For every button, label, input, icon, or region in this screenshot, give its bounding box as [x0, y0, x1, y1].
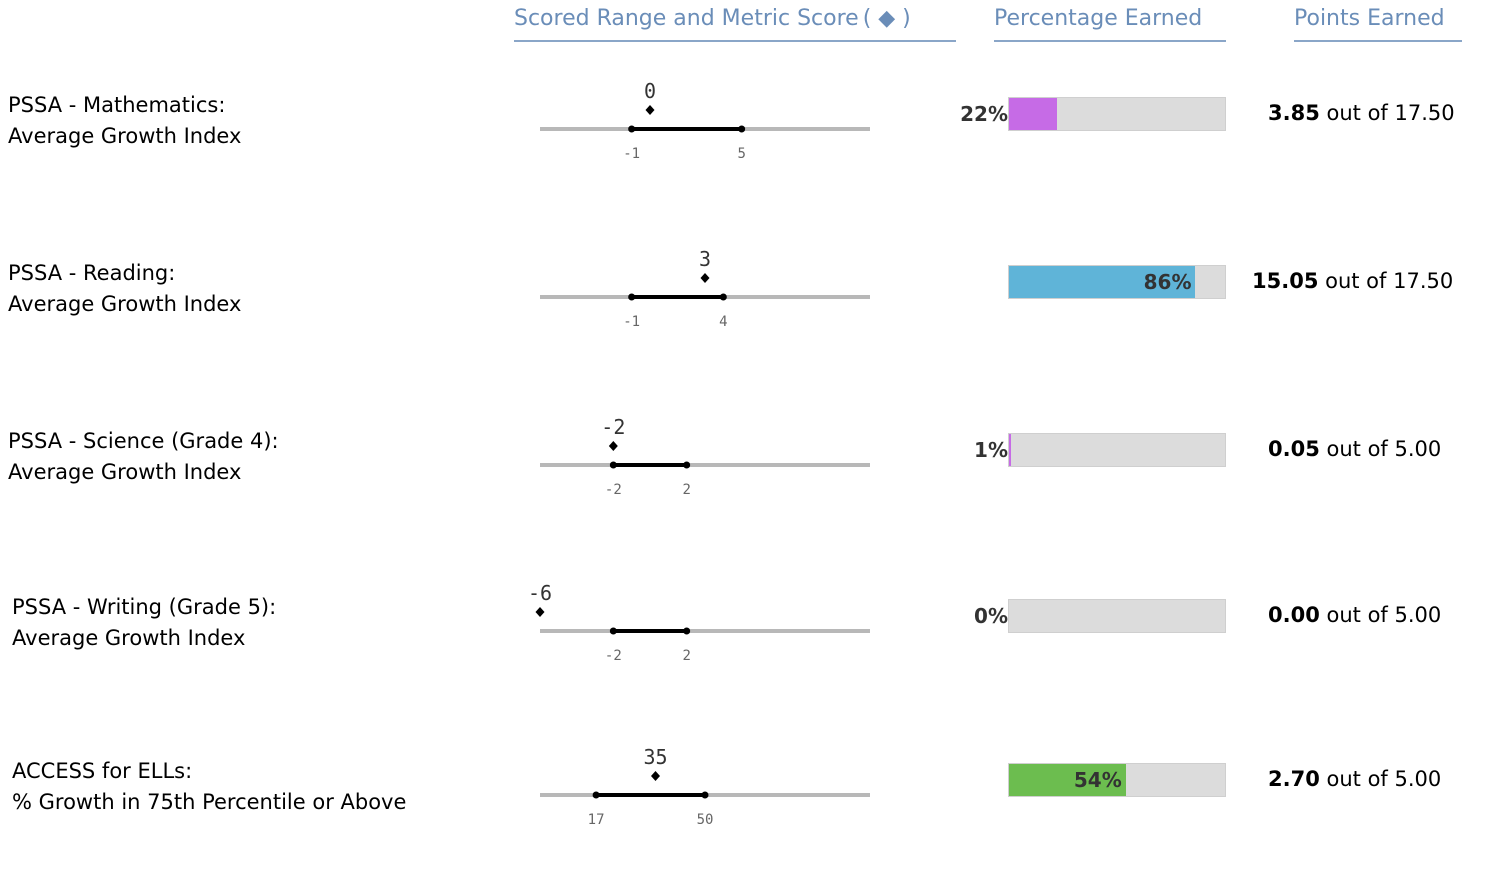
header-points-label: Points Earned: [1294, 6, 1445, 31]
range-max-dot: [738, 125, 746, 133]
percentage-label: 1%: [974, 438, 1008, 462]
range-min-label: -2: [605, 482, 622, 498]
range-min-label: 17: [588, 812, 605, 828]
range-max-dot: [701, 791, 709, 799]
metric-label-line1: ACCESS for ELLs:: [12, 759, 193, 783]
metric-score-label: 3: [699, 247, 711, 271]
header-scored-range: Scored Range and Metric Score( ◆ ): [514, 4, 956, 42]
points-earned-value: 0.00: [1268, 603, 1320, 627]
range-min-dot: [609, 627, 617, 635]
metric-score-diamond: [645, 105, 655, 115]
percentage-bar-track: [1008, 265, 1226, 299]
points-total-value: 5.00: [1394, 767, 1442, 791]
points-out-of-text: out of: [1318, 269, 1394, 293]
points-earned: 0.00 out of 5.00: [1268, 600, 1441, 630]
points-out-of-text: out of: [1319, 101, 1395, 125]
points-earned-value: 15.05: [1252, 269, 1319, 293]
metric-score-diamond: [608, 441, 618, 451]
metric-label-line2: % Growth in 75th Percentile or Above: [12, 790, 407, 814]
metric-score-label: -6: [528, 581, 552, 605]
points-earned: 0.05 out of 5.00: [1268, 434, 1441, 464]
metric-row: PSSA - Reading: Average Growth Index -1 4 3 8…: [0, 232, 1504, 372]
metric-label-line2: Average Growth Index: [8, 124, 242, 148]
header-percentage-label: Percentage Earned: [994, 6, 1203, 31]
range-max-label: 4: [719, 314, 727, 330]
metric-score-label: 35: [643, 745, 667, 769]
metric-label-line2: Average Growth Index: [8, 292, 242, 316]
metric-label: ACCESS for ELLs: % Growth in 75th Percent…: [12, 756, 406, 818]
percentage-label: 22%: [960, 102, 1008, 126]
points-earned-value: 0.05: [1268, 437, 1320, 461]
metric-label-line1: PSSA - Reading:: [8, 261, 176, 285]
header-diamond-marker: ( ◆ ): [862, 6, 911, 31]
points-out-of-text: out of: [1319, 603, 1395, 627]
points-earned: 15.05 out of 17.50: [1252, 266, 1453, 296]
metric-label-line1: PSSA - Writing (Grade 5):: [12, 595, 277, 619]
points-earned-value: 3.85: [1268, 101, 1320, 125]
range-max-label: 2: [682, 482, 690, 498]
percentage-bar-track: [1008, 763, 1226, 797]
scored-range-chart: 17 50 35: [540, 745, 870, 828]
percentage-bar-fill: [1009, 434, 1012, 466]
scored-range-chart: -1 4 3: [540, 247, 870, 330]
metric-score-label: 0: [644, 79, 656, 103]
metric-score-label: -2: [601, 415, 625, 439]
metric-label: PSSA - Science (Grade 4): Average Growth …: [8, 426, 279, 488]
metric-score-diamond: [700, 273, 710, 283]
points-out-of-text: out of: [1319, 437, 1395, 461]
metric-label-line1: PSSA - Mathematics:: [8, 93, 226, 117]
scored-range-chart: -2 2 -6: [528, 581, 870, 664]
percentage-label: 0%: [974, 604, 1008, 628]
range-min-label: -2: [605, 648, 622, 664]
metric-label: PSSA - Writing (Grade 5): Average Growth …: [12, 592, 276, 654]
metric-score-diamond: [535, 607, 545, 617]
metric-score-diamond: [651, 771, 660, 781]
metric-label-line2: Average Growth Index: [8, 460, 242, 484]
range-max-label: 5: [737, 146, 745, 162]
range-min-dot: [592, 791, 600, 799]
range-max-dot: [683, 461, 691, 469]
metric-label: PSSA - Reading: Average Growth Index: [8, 258, 241, 320]
percentage-label: 54%: [1073, 768, 1122, 792]
percentage-bar-fill: [1009, 764, 1126, 796]
percentage-bar-fill: [1009, 266, 1195, 298]
header-points-earned: Points Earned: [1294, 4, 1462, 42]
points-earned: 3.85 out of 17.50: [1268, 98, 1455, 128]
metric-row: ACCESS for ELLs: % Growth in 75th Percent…: [0, 730, 1504, 870]
points-total-value: 5.00: [1394, 437, 1442, 461]
scored-range-chart: -2 2 -2: [540, 415, 870, 498]
range-min-label: -1: [623, 146, 640, 162]
metric-label-line2: Average Growth Index: [12, 626, 246, 650]
range-min-label: -1: [623, 314, 640, 330]
metric-row: PSSA - Science (Grade 4): Average Growth …: [0, 400, 1504, 540]
header-scored-range-label: Scored Range and Metric Score: [514, 6, 859, 31]
points-out-of-text: out of: [1319, 767, 1395, 791]
points-total-value: 5.00: [1394, 603, 1442, 627]
scored-range-chart: -1 5 0: [540, 79, 870, 162]
range-max-label: 50: [697, 812, 714, 828]
percentage-label: 86%: [1143, 270, 1192, 294]
percentage-bar-fill: [1009, 98, 1057, 130]
range-min-dot: [628, 125, 636, 133]
range-max-label: 2: [682, 648, 690, 664]
range-min-dot: [609, 461, 617, 469]
metric-label-line1: PSSA - Science (Grade 4):: [8, 429, 279, 453]
points-total-value: 17.50: [1394, 101, 1455, 125]
range-min-dot: [628, 293, 636, 301]
metric-label: PSSA - Mathematics: Average Growth Index: [8, 90, 241, 152]
range-max-dot: [719, 293, 727, 301]
metric-row: PSSA - Writing (Grade 5): Average Growth …: [0, 566, 1504, 706]
metric-row: PSSA - Mathematics: Average Growth Index -…: [0, 64, 1504, 204]
points-earned: 2.70 out of 5.00: [1268, 764, 1441, 794]
points-total-value: 17.50: [1393, 269, 1454, 293]
percentage-bar-track: [1008, 433, 1226, 467]
header-percentage-earned: Percentage Earned: [994, 4, 1226, 42]
range-max-dot: [683, 627, 691, 635]
percentage-bar-track: [1008, 97, 1226, 131]
percentage-bar-track: [1008, 599, 1226, 633]
points-earned-value: 2.70: [1268, 767, 1320, 791]
